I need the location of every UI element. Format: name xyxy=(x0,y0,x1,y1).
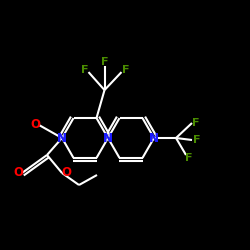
Text: F: F xyxy=(101,57,108,67)
Text: F: F xyxy=(192,118,200,128)
Text: F: F xyxy=(193,135,201,145)
Text: O: O xyxy=(13,166,23,179)
Text: O: O xyxy=(30,118,40,132)
Text: O: O xyxy=(61,166,71,179)
Text: F: F xyxy=(122,65,129,75)
Text: N: N xyxy=(149,132,159,144)
Text: N: N xyxy=(57,132,67,144)
Text: F: F xyxy=(81,65,88,75)
Text: N: N xyxy=(103,132,113,144)
Text: F: F xyxy=(185,153,193,163)
Text: N: N xyxy=(103,132,113,144)
Text: N: N xyxy=(57,132,67,144)
Text: N: N xyxy=(149,132,159,144)
